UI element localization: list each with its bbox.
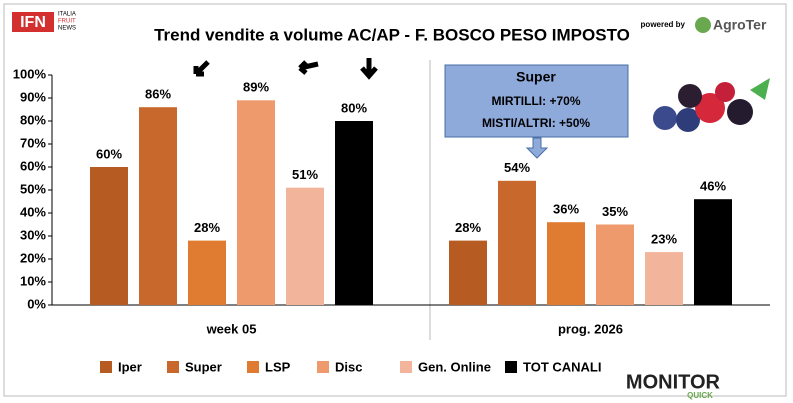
x-tick-label: week 05 [206, 321, 257, 336]
arrow [196, 62, 208, 74]
y-tick-label: 0% [27, 296, 46, 311]
y-tick-label: 90% [20, 89, 46, 104]
annotation-title: Super [516, 69, 556, 85]
bar [449, 241, 487, 305]
annotation-arrow [527, 138, 547, 158]
bar [139, 107, 177, 305]
legend-swatch [247, 361, 259, 373]
logo-sub: ITALIA [58, 12, 76, 18]
value-label: 36% [553, 202, 579, 217]
legend-swatch [167, 361, 179, 373]
y-tick-label: 10% [20, 273, 46, 288]
bar [498, 181, 536, 305]
value-label: 28% [194, 220, 220, 235]
y-tick-label: 50% [20, 181, 46, 196]
footer-logo-sub: QUICK [687, 391, 713, 400]
bar [547, 222, 585, 305]
chart-title: Trend vendite a volume AC/AP - F. BOSCO … [154, 25, 630, 44]
value-label: 28% [455, 220, 481, 235]
legend-label: Super [185, 359, 222, 374]
y-tick-label: 60% [20, 158, 46, 173]
x-tick-label: prog. 2026 [558, 321, 623, 336]
bar [694, 199, 732, 305]
chart: IFN ITALIA FRUIT NEWS Trend vendite a vo… [0, 0, 793, 403]
legend-swatch [400, 361, 412, 373]
bar [286, 188, 324, 305]
bar [645, 252, 683, 305]
bar [188, 241, 226, 305]
legend-swatch [317, 361, 329, 373]
legend-label: LSP [265, 359, 291, 374]
arrow [362, 58, 376, 76]
arrow [300, 62, 318, 73]
value-label: 46% [700, 179, 726, 194]
y-tick-label: 30% [20, 227, 46, 242]
bar [335, 121, 373, 305]
value-label: 60% [96, 146, 122, 161]
y-tick-label: 40% [20, 204, 46, 219]
footer-logo: MONITOR [626, 371, 721, 393]
bar [596, 225, 634, 306]
legend-label: Gen. Online [418, 359, 491, 374]
annotation-text: MISTI/ALTRI: +50% [482, 116, 590, 130]
value-label: 80% [341, 100, 367, 115]
bar [237, 100, 275, 305]
logo-sub: NEWS [58, 26, 76, 32]
value-label: 54% [504, 160, 530, 175]
powered-by: powered by [641, 20, 686, 29]
logo: IFN [20, 14, 46, 31]
y-tick-label: 70% [20, 135, 46, 150]
y-tick-label: 80% [20, 112, 46, 127]
legend-label: TOT CANALI [523, 359, 601, 374]
y-tick-label: 20% [20, 250, 46, 265]
y-tick-label: 100% [13, 66, 47, 81]
annotation-text: MIRTILLI: +70% [491, 94, 580, 108]
legend-swatch [505, 361, 517, 373]
partner-icon [695, 17, 711, 33]
partner-logo: AgroTer [713, 17, 767, 33]
value-label: 86% [145, 87, 171, 102]
berries-image [653, 78, 770, 132]
bar [90, 167, 128, 305]
logo-sub: FRUIT [58, 19, 76, 25]
legend-label: Disc [335, 359, 362, 374]
value-label: 89% [243, 80, 269, 95]
value-label: 35% [602, 204, 628, 219]
legend-label: Iper [118, 359, 142, 374]
value-label: 51% [292, 167, 318, 182]
value-label: 23% [651, 232, 677, 247]
legend-swatch [100, 361, 112, 373]
